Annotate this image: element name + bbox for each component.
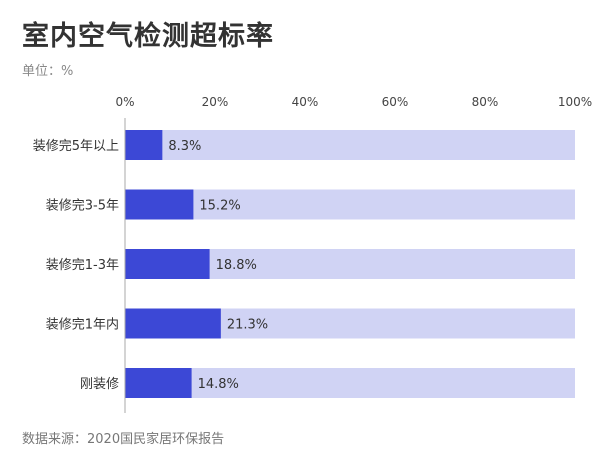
chart-title: 室内空气检测超标率 bbox=[22, 21, 274, 52]
data-source: 数据来源：2020国民家居环保报告 bbox=[22, 432, 225, 447]
bar bbox=[125, 130, 163, 160]
data-label: 18.8% bbox=[216, 258, 257, 273]
bar-remainder bbox=[125, 189, 575, 220]
data-label: 8.3% bbox=[168, 139, 201, 154]
bars: 8.3% 装修完5年以上 15.2% 装修完3-5年 18.8% 装修完1-3年 21.3%… bbox=[33, 130, 575, 398]
category-label: 装修完3-5年 bbox=[46, 199, 119, 214]
bar bbox=[125, 368, 192, 398]
category-label: 装修完1-3年 bbox=[46, 258, 119, 273]
bar bbox=[125, 249, 210, 279]
data-label: 21.3% bbox=[227, 318, 268, 333]
data-label: 14.8% bbox=[198, 377, 239, 392]
x-tick-label: 60% bbox=[382, 95, 409, 109]
data-label: 15.2% bbox=[199, 199, 240, 214]
x-tick-label: 80% bbox=[472, 95, 499, 109]
bar-remainder bbox=[125, 130, 575, 160]
x-tick-label: 0% bbox=[115, 95, 134, 109]
unit-label: 单位：% bbox=[22, 64, 74, 79]
category-label: 装修完1年内 bbox=[46, 317, 119, 333]
bar bbox=[125, 189, 194, 220]
x-tick-label: 20% bbox=[202, 95, 229, 109]
x-tick-label: 40% bbox=[292, 95, 319, 109]
bar-remainder bbox=[125, 368, 575, 398]
bar bbox=[125, 308, 221, 339]
x-axis: 0% 20% 40% 60% 80% 100% bbox=[115, 95, 592, 109]
category-label: 刚装修 bbox=[80, 377, 119, 392]
category-label: 装修完5年以上 bbox=[33, 139, 119, 154]
x-tick-label: 100% bbox=[558, 95, 592, 109]
